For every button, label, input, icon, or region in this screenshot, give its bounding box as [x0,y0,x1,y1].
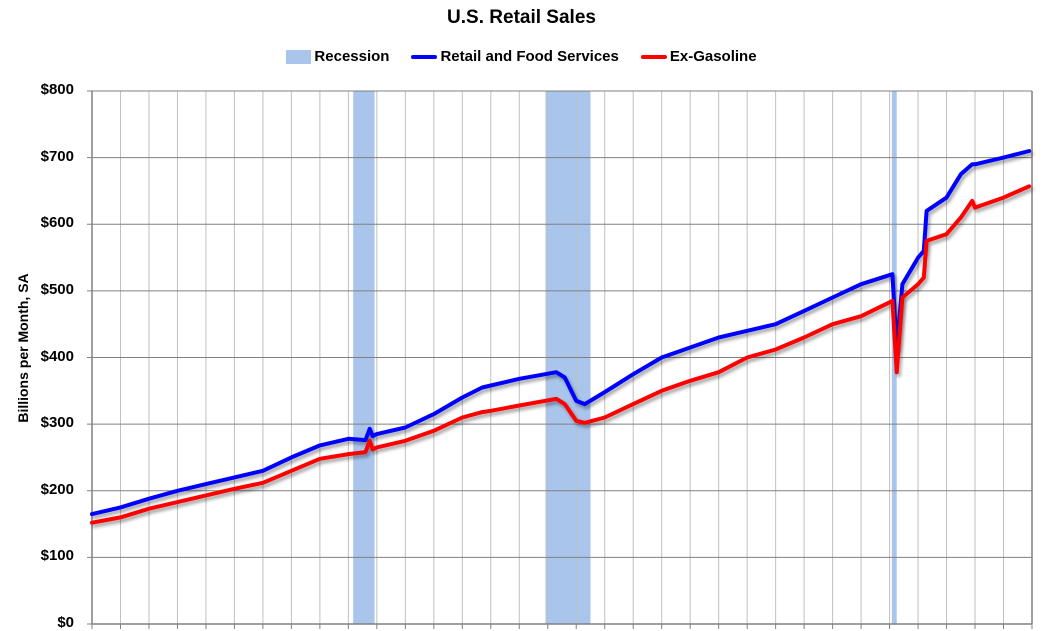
series-line [90,149,1032,517]
y-tick-label: $600 [40,214,74,232]
legend-item-retail: Retail and Food Services [411,48,619,65]
legend: Recession Retail and Food Services Ex-Ga… [0,48,1043,65]
legend-item-recession: Recession [286,48,389,65]
y-tick-label: $0 [57,614,74,631]
y-tick-label: $300 [40,414,74,432]
series-line [90,184,1032,525]
legend-label-recession: Recession [314,48,390,65]
ex-gasoline-line-swatch-icon [640,54,667,59]
retail-line-swatch-icon [411,54,438,59]
y-tick-label: $200 [40,480,74,498]
y-tick-label: $500 [40,280,74,298]
legend-label-retail: Retail and Food Services [440,48,619,65]
gridlines [87,90,1032,625]
y-tick-label: $100 [40,547,74,565]
legend-item-ex-gasoline: Ex-Gasoline [640,48,757,65]
chart-title: U.S. Retail Sales [447,7,596,28]
legend-label-ex-gasoline: Ex-Gasoline [669,48,757,65]
series-lines [90,149,1032,525]
axes [91,91,1033,629]
recession-swatch-icon [286,49,312,64]
y-tick-label: $400 [40,347,74,365]
y-tick-label: $700 [40,147,74,165]
y-tick-label: $800 [40,81,74,98]
